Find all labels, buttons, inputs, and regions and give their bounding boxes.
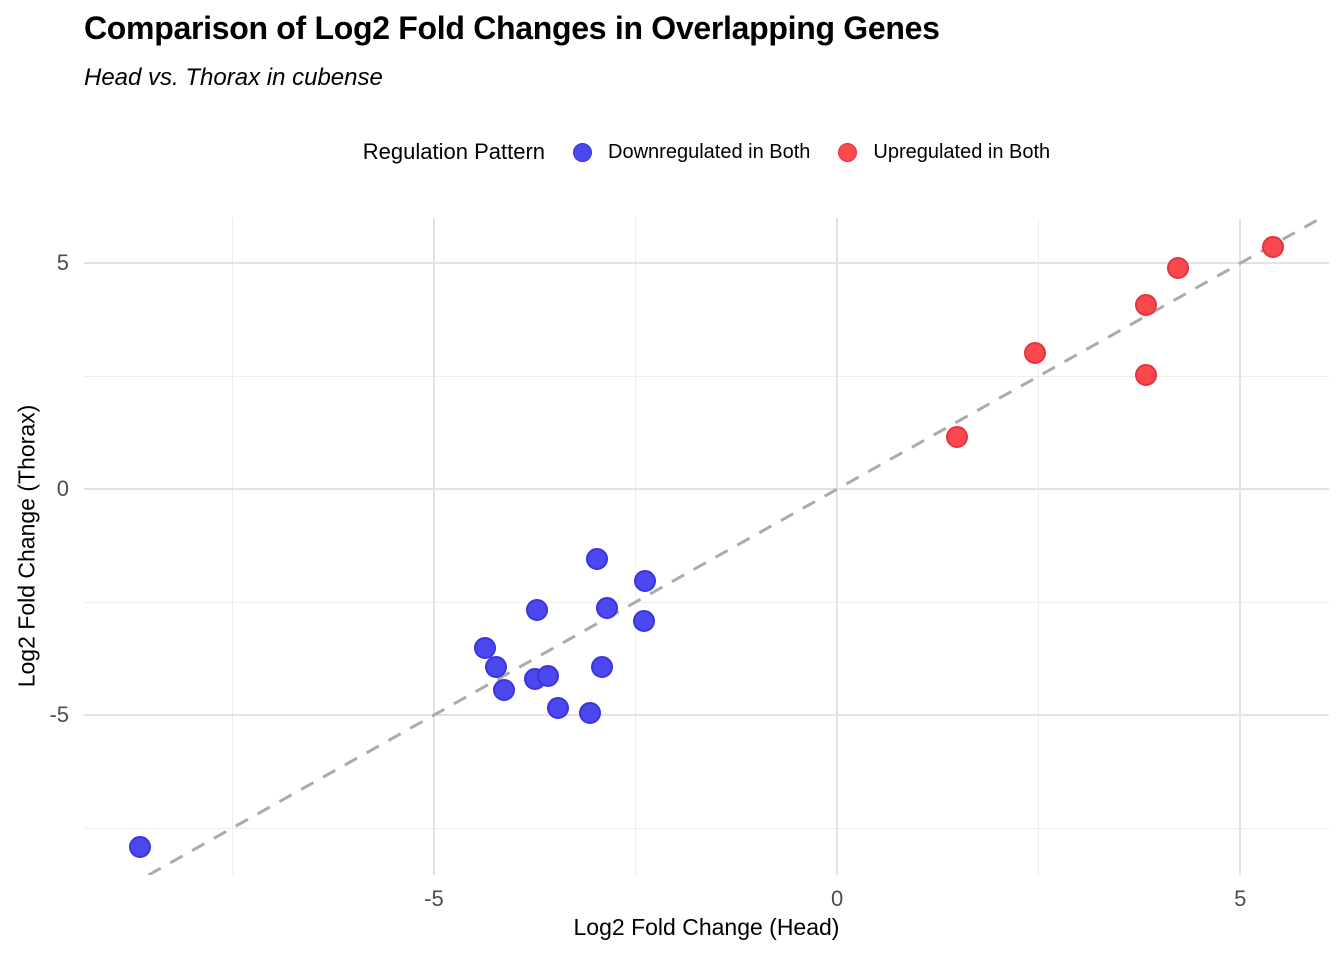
y-tick-label: 5 bbox=[56, 250, 69, 276]
chart-title: Comparison of Log2 Fold Changes in Overl… bbox=[84, 10, 940, 46]
data-point bbox=[1262, 236, 1285, 259]
legend-dot-icon bbox=[838, 142, 858, 162]
legend: Regulation Pattern Downregulated in Both… bbox=[84, 131, 1329, 173]
plot-panel bbox=[84, 218, 1329, 875]
y-tick-label: -5 bbox=[49, 702, 69, 728]
gridline-x-minor bbox=[231, 218, 233, 875]
data-point bbox=[485, 655, 508, 678]
data-point bbox=[595, 596, 618, 619]
gridline-y-major bbox=[84, 488, 1329, 491]
x-axis-title: Log2 Fold Change (Head) bbox=[573, 914, 840, 940]
gridline-y-minor bbox=[84, 601, 1329, 603]
legend-item-label: Downregulated in Both bbox=[608, 140, 811, 163]
data-point bbox=[547, 697, 570, 720]
data-point bbox=[1167, 257, 1190, 280]
y-tick-label: 0 bbox=[56, 476, 69, 502]
data-point bbox=[585, 548, 608, 571]
data-point bbox=[946, 426, 969, 449]
gridline-x-minor bbox=[1038, 218, 1040, 875]
data-point bbox=[634, 570, 657, 593]
x-tick-label: 0 bbox=[831, 886, 844, 911]
legend-item-label: Upregulated in Both bbox=[873, 140, 1051, 163]
legend-item: Downregulated in Both bbox=[573, 141, 810, 164]
data-point bbox=[493, 679, 516, 702]
reference-line-layer bbox=[147, 218, 1322, 875]
identity-line bbox=[147, 218, 1322, 875]
data-point bbox=[473, 637, 496, 660]
chart-subtitle: Head vs. Thorax in cubense bbox=[84, 64, 383, 91]
gridline-x-major bbox=[1239, 218, 1242, 875]
gridline-y-minor bbox=[84, 375, 1329, 377]
data-point bbox=[590, 656, 613, 679]
data-point bbox=[526, 599, 549, 622]
data-point bbox=[1024, 342, 1047, 365]
x-tick-label: 5 bbox=[1234, 886, 1247, 911]
gridline-y-major bbox=[84, 714, 1329, 717]
x-tick-label: -5 bbox=[424, 886, 444, 911]
data-point bbox=[1134, 364, 1157, 387]
data-point bbox=[128, 835, 151, 858]
data-point bbox=[1134, 294, 1157, 317]
y-axis-title: Log2 Fold Change (Thorax) bbox=[13, 404, 40, 688]
gridline-x-major bbox=[432, 218, 435, 875]
legend-title: Regulation Pattern bbox=[362, 139, 546, 164]
gridline-y-minor bbox=[84, 827, 1329, 829]
gridline-x-major bbox=[836, 218, 839, 875]
gridline-y-major bbox=[84, 262, 1329, 265]
legend-dot-icon bbox=[573, 142, 593, 162]
data-point bbox=[578, 702, 601, 725]
gridline-x-minor bbox=[635, 218, 637, 875]
legend-item: Upregulated in Both bbox=[838, 141, 1050, 164]
data-point bbox=[537, 665, 560, 688]
data-point bbox=[633, 610, 656, 633]
